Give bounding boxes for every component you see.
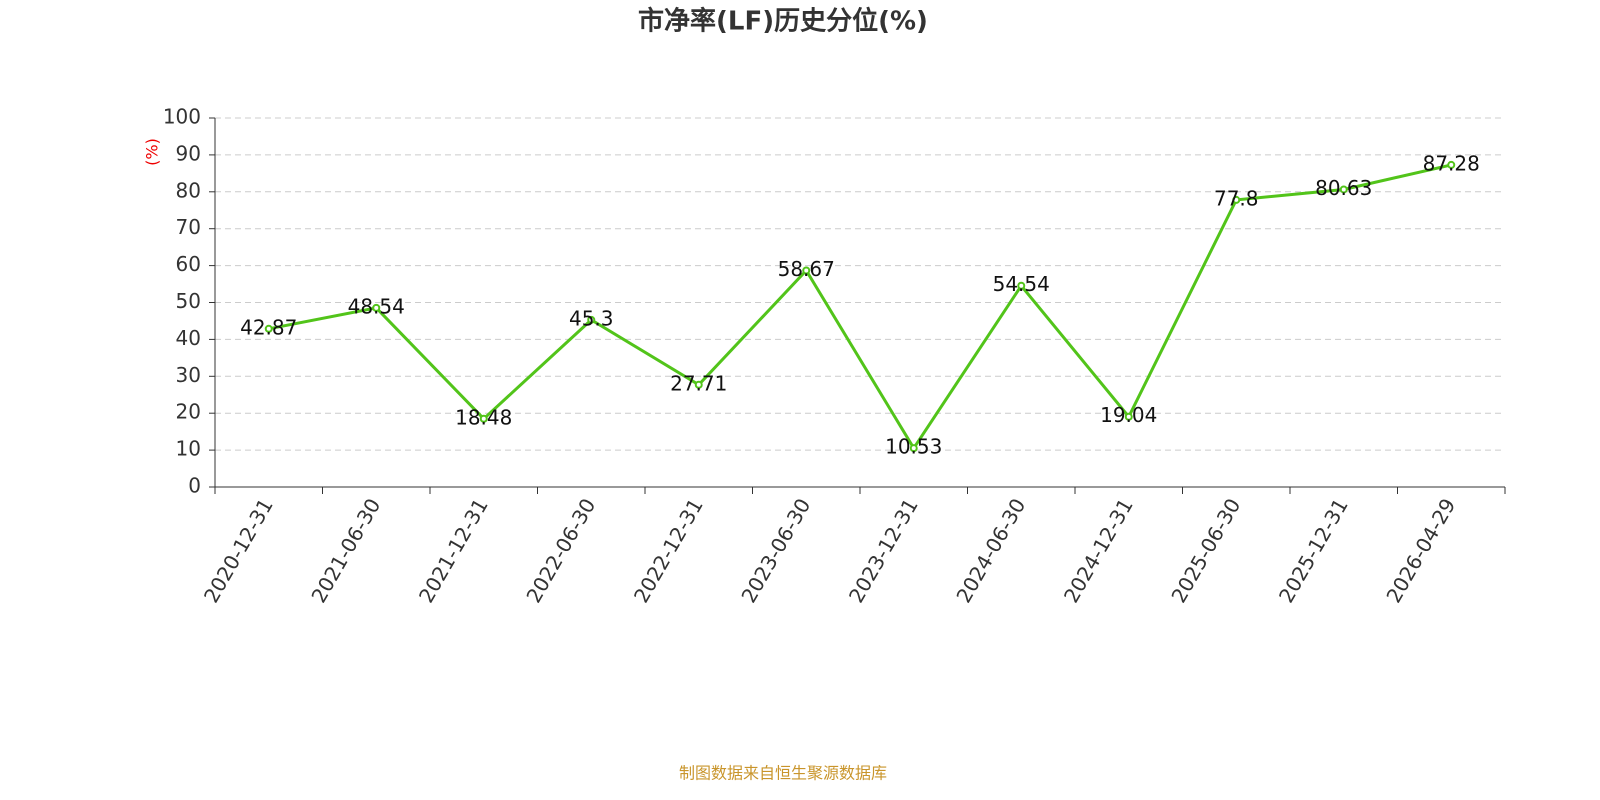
data-label: 77.8 <box>1214 186 1259 210</box>
point <box>1017 281 1026 290</box>
x-tick-label: 2020-12-31 <box>199 494 278 607</box>
x-tick-label: 2021-12-31 <box>414 494 493 607</box>
y-tick-label: 90 <box>176 141 201 165</box>
data-label: 80.63 <box>1315 176 1372 200</box>
x-tick-label: 2021-06-30 <box>306 494 385 607</box>
y-tick-label: 30 <box>176 363 201 387</box>
x-tick-label: 2023-06-30 <box>736 494 815 607</box>
y-tick-label: 80 <box>176 178 201 202</box>
point <box>264 324 273 333</box>
point <box>479 414 488 423</box>
x-tick-label: 2023-12-31 <box>844 494 923 607</box>
point <box>1339 185 1348 194</box>
point <box>587 315 596 324</box>
data-label: 58.67 <box>778 257 835 281</box>
point <box>372 303 381 312</box>
x-tick-label: 2025-06-30 <box>1166 494 1245 607</box>
data-label: 54.54 <box>993 272 1050 296</box>
x-tick-label: 2024-12-31 <box>1059 494 1138 607</box>
y-tick-label: 10 <box>176 437 201 461</box>
x-tick-label: 2025-12-31 <box>1274 494 1353 607</box>
data-label: 42.87 <box>240 315 297 339</box>
data-label: 27.71 <box>670 371 727 395</box>
y-tick-label: 60 <box>176 252 201 276</box>
data-label: 45.3 <box>569 306 614 330</box>
y-tick-label: 20 <box>176 400 201 424</box>
data-label: 19.04 <box>1100 403 1157 427</box>
data-label: 18.48 <box>455 405 512 429</box>
x-tick-label: 2026-04-29 <box>1381 494 1460 607</box>
y-tick-label: 50 <box>176 289 201 313</box>
point <box>1232 195 1241 204</box>
x-tick-label: 2022-12-31 <box>629 494 708 607</box>
data-label: 10.53 <box>885 435 942 459</box>
point <box>909 444 918 453</box>
source-note: 制图数据来自恒生聚源数据库 <box>679 764 887 783</box>
point <box>694 380 703 389</box>
chart-title: 市净率(LF)历史分位(%) <box>638 6 928 37</box>
y-tick-label: 40 <box>176 326 201 350</box>
point <box>802 266 811 275</box>
y-tick-label: 0 <box>188 474 201 498</box>
y-tick-label: 70 <box>176 215 201 239</box>
line <box>268 163 1452 451</box>
point <box>1447 160 1456 169</box>
x-tick-label: 2024-06-30 <box>951 494 1030 607</box>
x-tick-label: 2022-06-30 <box>521 494 600 607</box>
point <box>1124 412 1133 421</box>
data-label: 48.54 <box>348 294 405 318</box>
data-label: 87.28 <box>1423 151 1480 175</box>
y-axis-label: (%) <box>143 138 162 166</box>
y-tick-label: 100 <box>163 105 201 129</box>
